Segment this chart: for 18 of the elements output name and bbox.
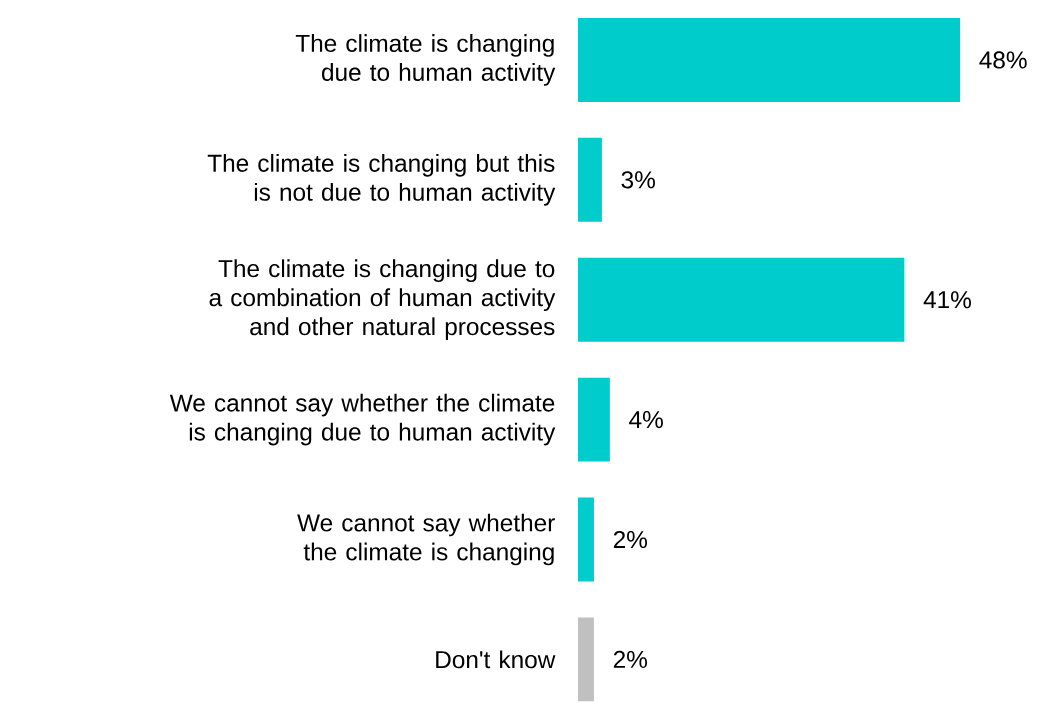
bar bbox=[578, 257, 905, 342]
y-tick-label: The climate is changing but this is not due to human activity bbox=[207, 153, 556, 206]
bar bbox=[578, 497, 594, 582]
y-tick-label: We cannot say whether the climate is changing due to human activity bbox=[169, 393, 556, 446]
bar bbox=[578, 137, 602, 222]
bar bbox=[578, 17, 961, 102]
y-tick-label: The climate is changing due to a combination of human activity and other natural processes bbox=[209, 259, 556, 340]
y-tick-label: Don't know bbox=[436, 650, 556, 669]
data-label: 41% bbox=[923, 291, 971, 309]
data-label: 2% bbox=[613, 530, 647, 548]
data-label: 4% bbox=[629, 410, 663, 428]
y-tick-label: The climate is changing due to human activity bbox=[295, 33, 556, 86]
data-label: 2% bbox=[613, 650, 647, 668]
data-label: 48% bbox=[979, 51, 1027, 69]
bar bbox=[578, 377, 610, 462]
bar bbox=[578, 617, 594, 702]
y-tick-label: We cannot say whether the climate is changing bbox=[297, 513, 555, 566]
data-label: 3% bbox=[621, 171, 655, 189]
